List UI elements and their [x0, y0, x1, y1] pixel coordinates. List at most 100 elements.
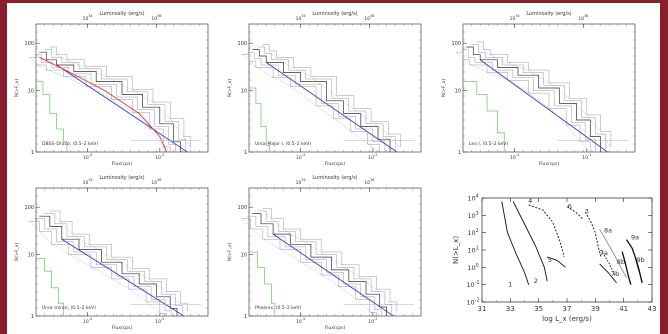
panel-svg-4: 10-4 10-2 1034 1036 100 10 1 Luminosity (erg/s)… — [227, 175, 422, 330]
lf-series-label: 1 — [508, 280, 512, 288]
y-axis-title: N(>F_x) — [441, 79, 447, 97]
lf-y-axis-title: N(>L_x) — [452, 236, 460, 264]
lf-series-label: 2 — [534, 277, 538, 285]
lf-series-1 — [501, 201, 530, 285]
step-curve — [34, 54, 176, 152]
dotted-envelope — [476, 42, 612, 148]
x-tick-label: 10-4 — [296, 317, 305, 325]
step-curve — [456, 51, 591, 152]
x-tick-label: 10-2 — [582, 153, 591, 161]
lf-series-label: 7b — [611, 270, 619, 278]
dotted-envelope — [28, 220, 167, 317]
panel-annotation: Ursa–Major I, (0.5–2 keV) — [255, 141, 311, 147]
x-tick-label: 10-2 — [155, 317, 164, 325]
green-curve — [36, 258, 64, 316]
top-axis-title: Luminosity (erg/s) — [99, 175, 144, 181]
y-tick-label: 100 — [237, 205, 247, 211]
y-tick-label: 1 — [244, 314, 247, 320]
y-axis-title: N(>F_x) — [227, 243, 233, 261]
y-tick-label: 10 — [28, 253, 34, 259]
panel-draco: 10-4 10-2 1034 1036 100 10 1 Luminosity (erg/s)… — [10, 8, 220, 166]
y-tick-label: 10 — [28, 89, 34, 95]
lf-series-5 — [547, 256, 566, 268]
step-curve — [257, 210, 393, 314]
lf-series-2 — [512, 201, 548, 282]
dotted-envelope — [28, 56, 171, 153]
step-curve — [39, 215, 178, 316]
panel-leo: 10-4 10-2 1034 1036 100 10 1 Luminosity (erg/s)… — [437, 8, 647, 166]
lf-series-9b — [634, 256, 643, 282]
panel-svg-0: 10-4 10-2 1034 1036 100 10 1 Luminosity (erg/s)… — [14, 11, 209, 166]
y-tick-label: 10 — [241, 89, 247, 95]
lf-x-tick-label: 35 — [534, 305, 543, 313]
top-axis-title: Luminosity (erg/s) — [526, 11, 571, 17]
lf-x-tick-label: 39 — [591, 305, 600, 313]
blue-model-line — [61, 238, 185, 317]
step-curve — [262, 44, 401, 147]
lf-series-label: 8a — [604, 227, 612, 235]
lf-series-3 — [585, 211, 602, 258]
step-curve — [247, 215, 382, 316]
panel-luminosity-function: 31 33 35 37 39 41 43 104 103 102 101 100 10-1 10-2 log… — [452, 192, 658, 330]
step-curve — [34, 218, 173, 316]
step-curve — [49, 210, 188, 311]
lf-series-7b — [599, 263, 617, 284]
lf-series-7a — [600, 249, 616, 277]
step-curve — [29, 221, 167, 316]
lf-x-axis-title: log L_x (erg/s) — [542, 315, 592, 323]
lf-series-8b — [621, 251, 632, 285]
panel-ursa-major: 10-4 10-2 1034 1036 100 10 1 Luminosity (erg/s)… — [223, 8, 433, 166]
panel-annotation: Ursa–minor, (0.5–2 keV) — [42, 305, 96, 311]
lf-series-label: 4 — [528, 197, 532, 205]
y-tick-label: 100 — [24, 41, 34, 47]
y-tick-label: 1 — [458, 150, 461, 156]
lf-x-tick-label: 33 — [506, 305, 515, 313]
dotted-envelope — [262, 44, 401, 148]
green-curve — [249, 251, 276, 316]
y-tick-label: 10 — [455, 89, 461, 95]
x-tick-label: 10-2 — [155, 153, 164, 161]
top-axis-title: Luminosity (erg/s) — [99, 11, 144, 17]
lf-series-label: 8b — [617, 258, 625, 266]
lf-series-label: 9a — [631, 234, 639, 242]
top-tick-label: 1036 — [364, 14, 374, 22]
green-curve — [249, 87, 270, 152]
x-tick-label: 10-2 — [368, 153, 377, 161]
x-tick-label: 10-4 — [510, 153, 519, 161]
top-tick-label: 1034 — [83, 178, 93, 186]
step-curve — [252, 213, 387, 316]
plot-frame — [35, 187, 209, 317]
lf-series-label: 9b — [637, 256, 645, 264]
step-curve — [44, 49, 186, 150]
x-tick-label: 10-4 — [83, 317, 92, 325]
dotted-envelope — [262, 208, 398, 312]
top-tick-label: 1034 — [296, 178, 306, 186]
top-tick-label: 1034 — [83, 14, 93, 22]
y-tick-label: 100 — [24, 205, 34, 211]
dotted-envelope — [49, 211, 188, 312]
lf-y-tick-label: 104 — [467, 194, 478, 203]
dotted-envelope — [241, 54, 380, 153]
panel-annotation: Phoenix, (0.5–2 keV) — [255, 305, 301, 311]
panel-annotation: DBSS–Draco, (0.5–2 keV) — [42, 141, 98, 147]
lf-x-tick-label: 31 — [478, 305, 487, 313]
panel-svg-1: 10-4 10-2 1034 1036 100 10 1 Luminosity (erg/s)… — [227, 11, 422, 166]
x-tick-label: 10-4 — [83, 153, 92, 161]
blue-model-line — [56, 64, 188, 153]
green-curve — [463, 81, 505, 152]
step-curve — [44, 213, 183, 314]
panel-svg-2: 10-4 10-2 1034 1036 100 10 1 Luminosity (erg/s)… — [441, 11, 636, 166]
step-curve — [461, 49, 596, 152]
plot-frame — [248, 23, 422, 153]
y-tick-label: 10 — [241, 253, 247, 259]
lf-series-4 — [528, 204, 565, 258]
lf-y-tick-label: 10-1 — [466, 280, 479, 289]
step-curve — [471, 44, 607, 150]
lf-series-8a — [599, 228, 627, 278]
y-axis-title: N(>F_x) — [227, 79, 233, 97]
lf-y-tick-label: 100 — [467, 263, 478, 272]
lf-series-label: 7a — [600, 249, 608, 257]
panel-svg-3: 10-4 10-2 1034 1036 100 10 1 Luminosity (erg/s)… — [14, 175, 209, 330]
top-tick-label: 1034 — [296, 14, 306, 22]
lf-x-tick-label: 43 — [648, 305, 657, 313]
